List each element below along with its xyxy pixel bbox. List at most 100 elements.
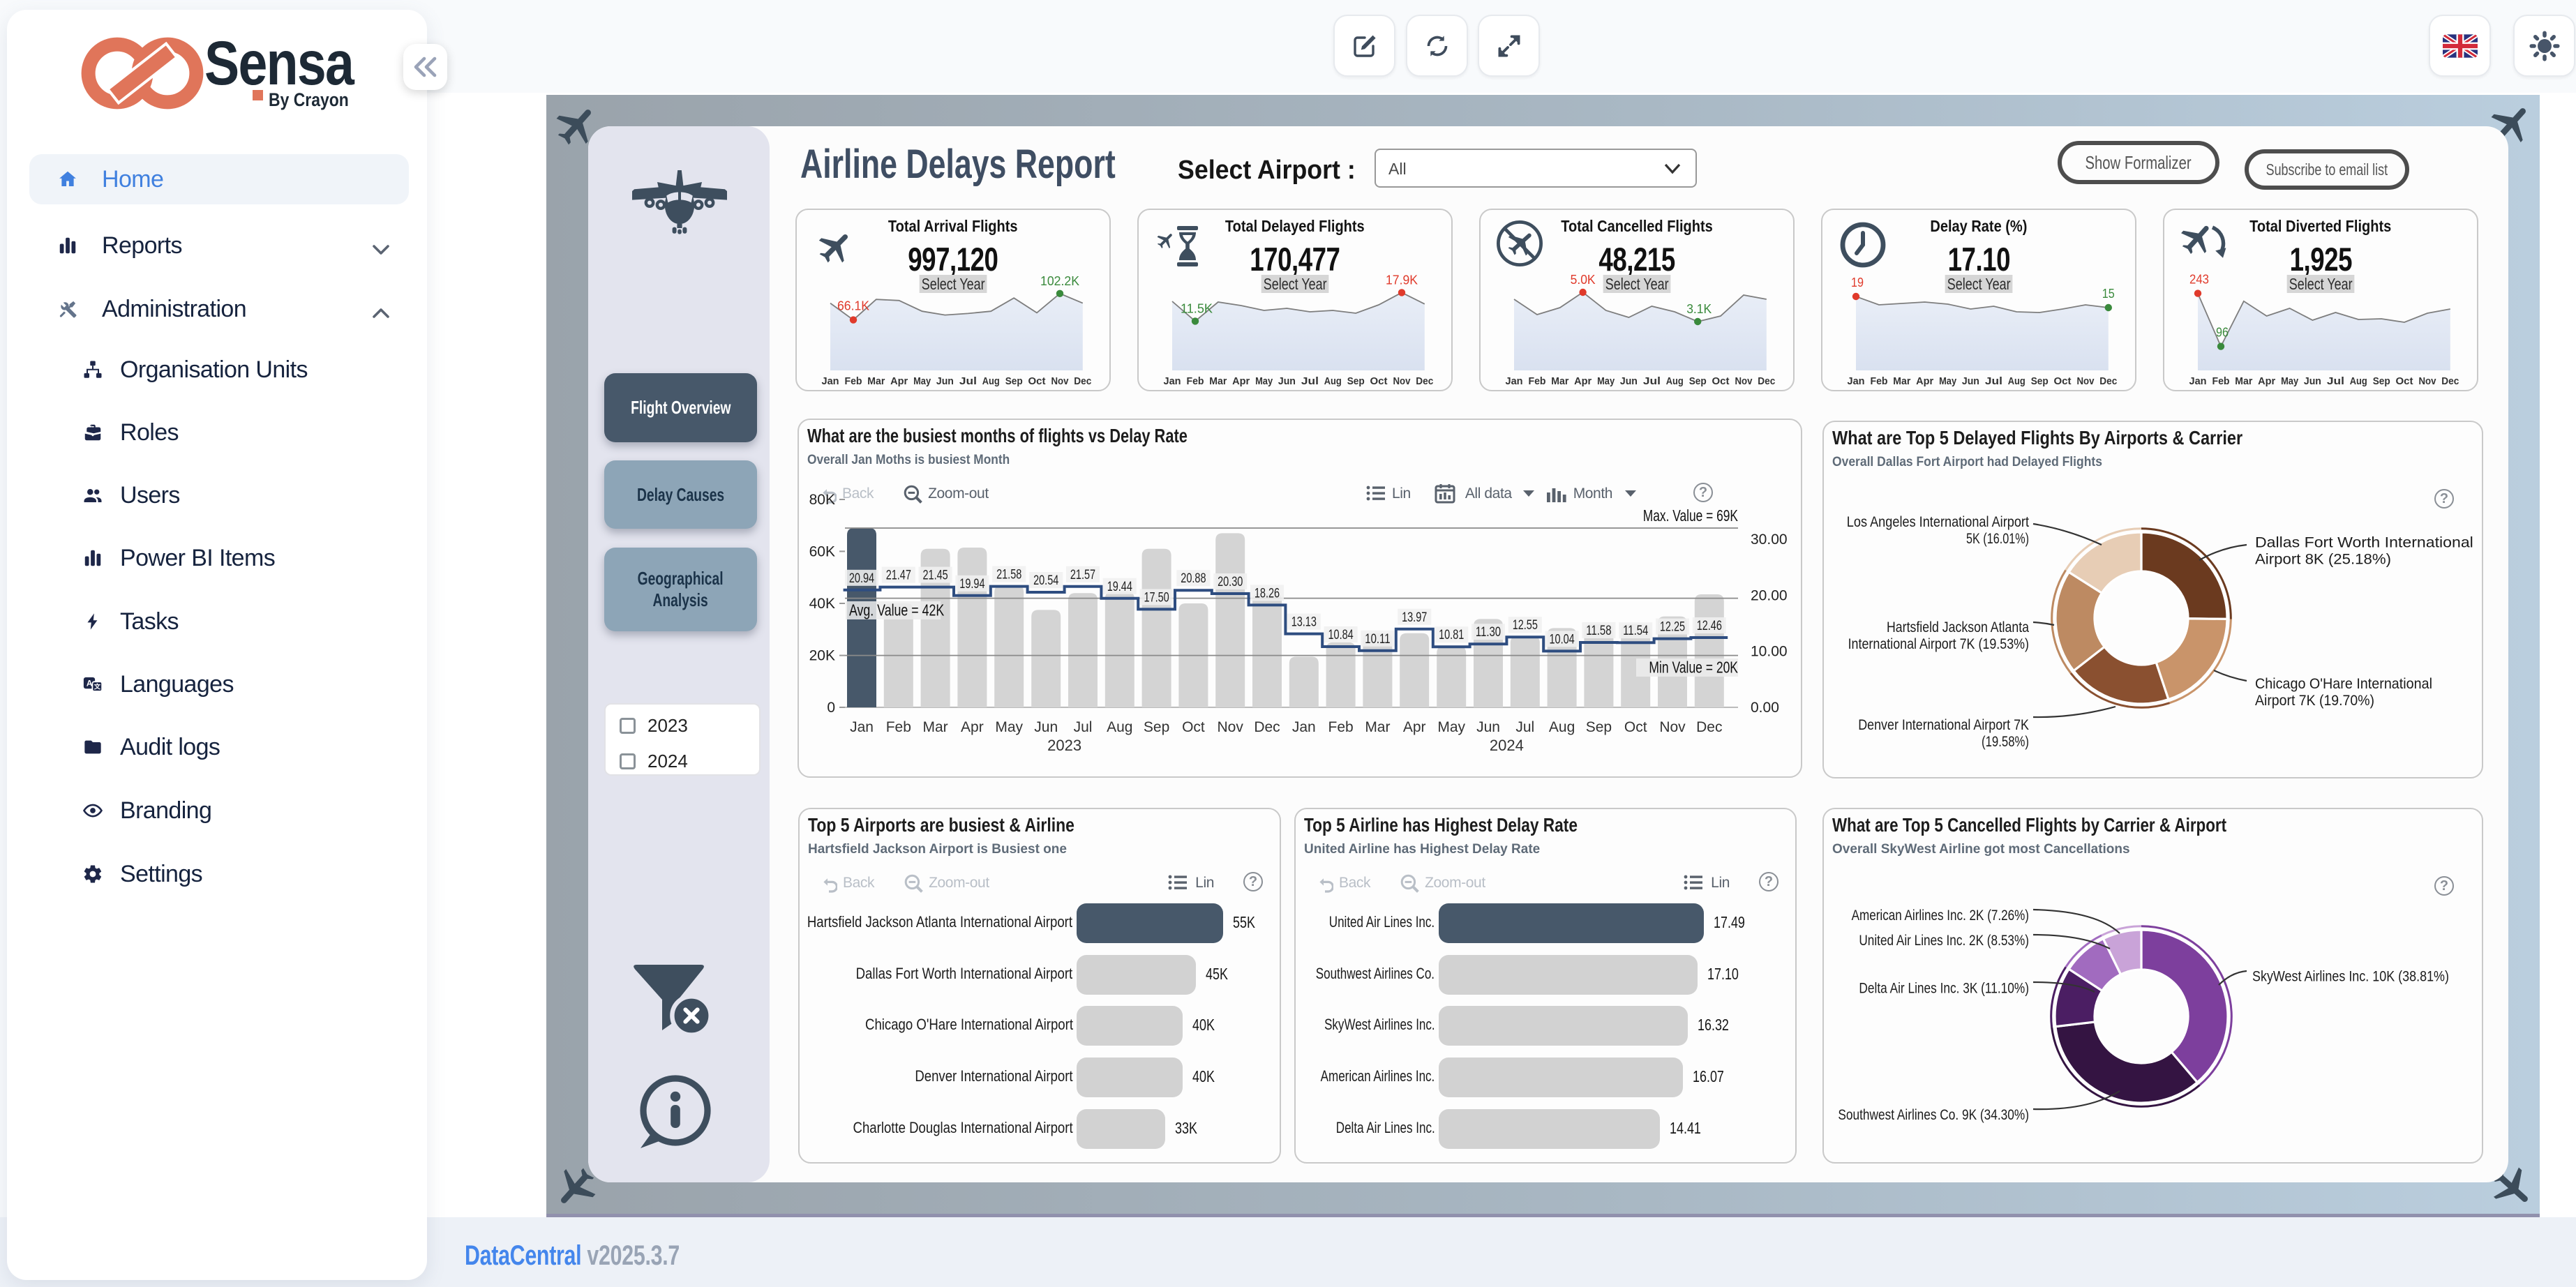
- svg-text:Jan: Jan: [1506, 375, 1523, 387]
- svg-text:Dallas Fort Worth Internationa: Dallas Fort Worth International: [2255, 533, 2473, 550]
- svg-text:May: May: [995, 719, 1023, 735]
- svg-text:Jun: Jun: [2304, 375, 2321, 387]
- svg-text:21.58: 21.58: [996, 567, 1021, 582]
- svg-text:10.00: 10.00: [1751, 644, 1788, 660]
- svg-text:Feb: Feb: [845, 375, 862, 387]
- svg-text:May: May: [1255, 375, 1273, 387]
- svg-text:10.11: 10.11: [1365, 631, 1390, 647]
- svg-text:Aug: Aug: [1549, 719, 1575, 735]
- svg-text:Feb: Feb: [1529, 375, 1546, 387]
- svg-text:Jun: Jun: [1476, 719, 1500, 735]
- svg-text:Apr: Apr: [890, 375, 908, 387]
- svg-text:May: May: [1939, 375, 1956, 387]
- svg-text:Jan: Jan: [2189, 375, 2207, 387]
- svg-text:96: 96: [2216, 326, 2229, 340]
- svg-text:3.1K: 3.1K: [1686, 302, 1712, 316]
- svg-text:21.47: 21.47: [886, 568, 911, 583]
- svg-text:Jan: Jan: [1848, 375, 1865, 387]
- svg-text:Aug: Aug: [1324, 375, 1342, 387]
- svg-text:20.00: 20.00: [1751, 587, 1788, 603]
- svg-text:60K: 60K: [809, 544, 835, 560]
- svg-text:Sep: Sep: [1347, 375, 1365, 387]
- svg-text:10.84: 10.84: [1328, 627, 1354, 642]
- svg-text:Jun: Jun: [1278, 375, 1296, 387]
- svg-text:21.57: 21.57: [1070, 567, 1095, 582]
- svg-text:Jun: Jun: [1034, 719, 1058, 735]
- svg-text:13.13: 13.13: [1291, 615, 1317, 630]
- svg-text:Nov: Nov: [1051, 375, 1069, 387]
- svg-text:Hartsfield Jackson Atlanta: Hartsfield Jackson Atlanta: [1887, 618, 2030, 635]
- svg-text:Apr: Apr: [1403, 719, 1426, 735]
- svg-text:80K: 80K: [809, 492, 835, 508]
- svg-text:Mar: Mar: [867, 375, 885, 387]
- svg-text:SkyWest Airlines Inc. 10K (38.: SkyWest Airlines Inc. 10K (38.81%): [2252, 967, 2449, 984]
- svg-text:20.30: 20.30: [1218, 574, 1243, 589]
- svg-text:A: A: [87, 678, 93, 688]
- svg-text:Oct: Oct: [2396, 375, 2413, 387]
- svg-text:Mar: Mar: [1365, 719, 1390, 735]
- svg-text:Denver International Airport 7: Denver International Airport 7K: [1858, 716, 2029, 733]
- svg-text:Min Value = 20K: Min Value = 20K: [1649, 658, 1738, 676]
- svg-text:Apr: Apr: [1232, 375, 1250, 387]
- svg-text:Apr: Apr: [1916, 375, 1933, 387]
- svg-text:20K: 20K: [809, 647, 835, 663]
- svg-text:Aug: Aug: [2008, 375, 2025, 387]
- svg-text:Airport 8K (25.18%): Airport 8K (25.18%): [2255, 550, 2391, 567]
- svg-text:5K (16.01%): 5K (16.01%): [1966, 529, 2029, 547]
- svg-text:Feb: Feb: [1871, 375, 1888, 387]
- svg-text:Mar: Mar: [923, 719, 948, 735]
- svg-text:May: May: [1437, 719, 1465, 735]
- svg-text:20.94: 20.94: [849, 571, 874, 586]
- svg-text:Mar: Mar: [2235, 375, 2252, 387]
- svg-text:243: 243: [2189, 273, 2209, 287]
- svg-text:Jul: Jul: [1301, 375, 1319, 387]
- svg-text:Jul: Jul: [959, 375, 977, 387]
- svg-text:17.9K: 17.9K: [1386, 273, 1418, 287]
- svg-text:Sep: Sep: [2373, 375, 2390, 387]
- svg-text:Chicago O'Hare International: Chicago O'Hare International: [2255, 675, 2432, 692]
- svg-text:(19.58%): (19.58%): [1982, 732, 2029, 750]
- svg-text:19.44: 19.44: [1107, 579, 1132, 594]
- svg-text:Sep: Sep: [2031, 375, 2049, 387]
- svg-text:Sep: Sep: [1586, 719, 1612, 735]
- svg-text:10.04: 10.04: [1550, 631, 1575, 647]
- svg-text:21.45: 21.45: [923, 568, 948, 583]
- svg-text:18.26: 18.26: [1255, 585, 1280, 601]
- svg-text:Jan: Jan: [850, 719, 874, 735]
- svg-text:Oct: Oct: [1370, 375, 1388, 387]
- svg-text:Aug: Aug: [2350, 375, 2367, 387]
- svg-text:102.2K: 102.2K: [1040, 274, 1079, 288]
- svg-text:Delta Air Lines Inc. 3K (11.10: Delta Air Lines Inc. 3K (11.10%): [1859, 979, 2029, 996]
- svg-text:Aug: Aug: [1107, 719, 1132, 735]
- svg-text:11.30: 11.30: [1476, 624, 1501, 640]
- svg-text:Oct: Oct: [1712, 375, 1730, 387]
- svg-text:2024: 2024: [1490, 737, 1524, 754]
- svg-text:Apr: Apr: [1574, 375, 1592, 387]
- svg-text:Feb: Feb: [1187, 375, 1204, 387]
- svg-text:Feb: Feb: [1328, 719, 1354, 735]
- svg-text:19: 19: [1851, 276, 1864, 289]
- svg-text:Dec: Dec: [1696, 719, 1722, 735]
- svg-text:13.97: 13.97: [1402, 610, 1427, 625]
- svg-text:Mar: Mar: [1209, 375, 1227, 387]
- svg-text:20.88: 20.88: [1181, 571, 1206, 586]
- svg-text:10.81: 10.81: [1439, 627, 1464, 642]
- svg-text:Mar: Mar: [1551, 375, 1568, 387]
- svg-text:Nov: Nov: [1735, 375, 1753, 387]
- svg-text:May: May: [913, 375, 931, 387]
- svg-text:Southwest Airlines Co. 9K (34.: Southwest Airlines Co. 9K (34.30%): [1838, 1106, 2029, 1123]
- svg-text:May: May: [2281, 375, 2298, 387]
- svg-text:Oct: Oct: [1028, 375, 1046, 387]
- svg-text:20.54: 20.54: [1033, 573, 1058, 588]
- svg-text:Nov: Nov: [2419, 375, 2436, 387]
- svg-text:17.50: 17.50: [1144, 589, 1169, 605]
- svg-text:Sep: Sep: [1144, 719, 1169, 735]
- svg-text:Dec: Dec: [1416, 375, 1433, 387]
- svg-text:Los Angeles International Airp: Los Angeles International Airport: [1847, 513, 2029, 530]
- svg-text:Jan: Jan: [1164, 375, 1181, 387]
- svg-text:Feb: Feb: [2212, 375, 2230, 387]
- svg-text:11.54: 11.54: [1623, 623, 1648, 638]
- svg-text:Jul: Jul: [2327, 375, 2344, 387]
- svg-text:12.46: 12.46: [1697, 618, 1722, 633]
- svg-text:Dec: Dec: [1758, 375, 1775, 387]
